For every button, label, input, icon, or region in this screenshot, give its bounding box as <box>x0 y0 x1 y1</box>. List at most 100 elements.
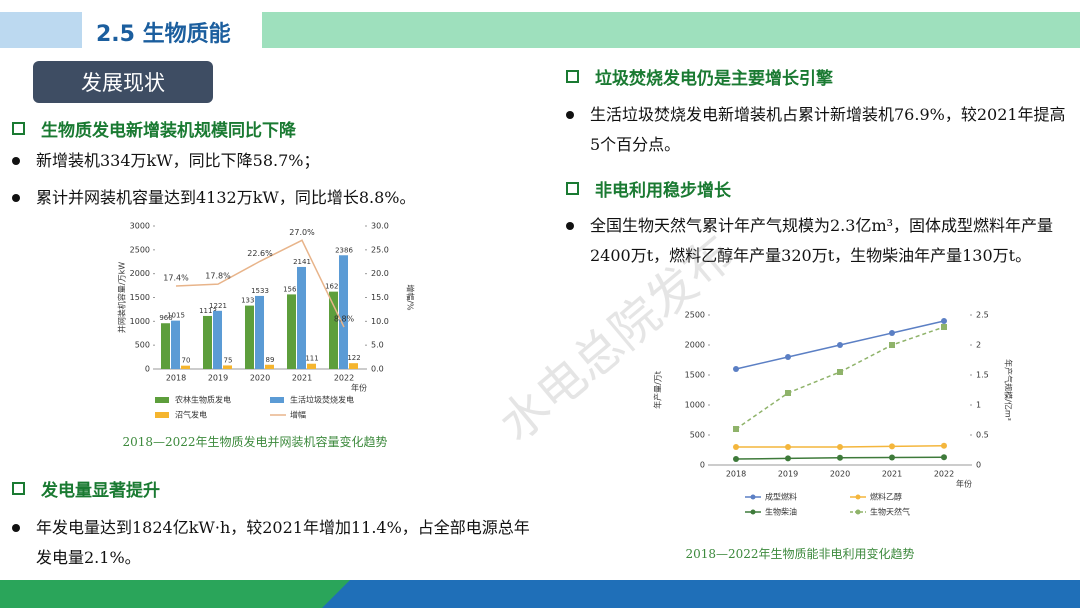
legend-swatch <box>155 397 169 403</box>
series-line <box>175 239 345 328</box>
bar <box>181 365 190 369</box>
y2-tick-label: 0 <box>976 461 981 470</box>
y2-tick-label: 25.0 <box>371 245 389 254</box>
bullet-text: 年发电量达到1824亿kW·h，较2021年增加11.4%，占全部电源总年发电量… <box>36 518 530 567</box>
marker <box>941 324 947 330</box>
legend-swatch <box>155 412 169 418</box>
x-axis-label: 年份 <box>351 383 367 393</box>
marker <box>889 330 895 336</box>
legend-swatch <box>270 397 284 403</box>
bar <box>255 295 264 369</box>
marker <box>889 342 895 348</box>
y-tick-label: 2000 <box>130 269 150 278</box>
marker <box>837 342 843 348</box>
bar <box>265 364 274 369</box>
bullet-text: 新增装机334万kW，同比下降58.7%； <box>36 151 320 170</box>
bullet-text: 累计并网装机容量达到4132万kW，同比增长8.8%。 <box>36 188 416 207</box>
y-tick-label: 2500 <box>685 311 705 320</box>
marker <box>941 318 947 324</box>
legend-label: 生活垃圾焚烧发电 <box>290 395 354 405</box>
x-tick-label: 2022 <box>934 470 954 479</box>
marker <box>837 454 843 461</box>
y-tick-label: 0 <box>145 365 150 374</box>
data-label: 1565 <box>283 285 301 293</box>
data-label: 17.4% <box>163 274 189 283</box>
data-label: 1221 <box>209 302 227 310</box>
legend-label: 生物柴油 <box>765 507 797 517</box>
x-axis-label: 年份 <box>956 479 972 489</box>
heading-text: 生物质发电新增装机规模同比下降 <box>41 121 296 141</box>
header-title: 2.5 生物质能 <box>96 22 231 47</box>
y-tick-label: 500 <box>690 431 705 440</box>
y-tick-label: 1500 <box>130 293 150 302</box>
marker <box>733 366 739 372</box>
data-label: 1113 <box>199 307 217 315</box>
y-tick-label: 2000 <box>685 341 705 350</box>
bullet-text: 全国生物天然气累计年产气规模为2.3亿m³，固体成型燃料年产量2400万t，燃料… <box>590 216 1054 265</box>
header-band <box>262 12 1080 48</box>
data-label: 8.8% <box>334 315 355 324</box>
bar <box>203 315 212 369</box>
y2-tick-label: 1.5 <box>976 371 989 380</box>
marker <box>941 454 947 461</box>
data-label: 70 <box>182 357 191 365</box>
chart-non-power-use: 0 500 1000 1500 2000 2500 0 0.5 1 1.5 2 2.5 年产量/万t 年产… <box>653 311 1014 517</box>
bar <box>339 255 348 369</box>
header-block <box>0 12 82 48</box>
legend-label: 农林生物质发电 <box>175 395 231 405</box>
y-axis-label: 并网装机容量/万kW <box>117 262 127 333</box>
y2-tick-label: 20.0 <box>371 269 389 278</box>
bar <box>307 363 316 369</box>
marker <box>941 442 947 449</box>
bullet: 新增装机334万kW，同比下降58.7%； <box>8 146 528 176</box>
legend-label: 沼气发电 <box>175 410 207 420</box>
marker <box>785 444 791 450</box>
data-label: 1015 <box>167 312 185 320</box>
marker <box>733 444 739 450</box>
data-label: 2386 <box>335 246 353 254</box>
data-label: 111 <box>305 355 318 363</box>
marker <box>733 426 739 432</box>
legend-marker <box>750 494 756 500</box>
data-label: 1330 <box>241 297 259 305</box>
y2-tick-label: 0.0 <box>371 365 384 374</box>
chart-installed-capacity: 0 500 1000 1500 2000 2500 3000 0.0 5.0 10.0 15.0 20… <box>117 222 416 420</box>
x-tick-label: 2021 <box>882 470 902 479</box>
bar <box>329 291 338 369</box>
bullet: 年发电量达到1824亿kW·h，较2021年增加11.4%，占全部电源总年发电量… <box>8 513 538 573</box>
data-label: 2141 <box>293 258 311 266</box>
y-tick-label: 1000 <box>130 317 150 326</box>
y-tick-label: 0 <box>700 461 705 470</box>
y2-tick-label: 10.0 <box>371 317 389 326</box>
legend-marker <box>855 509 861 515</box>
bar <box>223 365 232 369</box>
data-label: 17.8% <box>205 272 231 281</box>
x-tick-label: 2021 <box>292 374 312 383</box>
data-label: 27.0% <box>289 228 315 237</box>
marker <box>785 390 791 396</box>
x-tick-label: 2019 <box>208 374 228 383</box>
y-axis-label: 年产量/万t <box>653 371 663 409</box>
section-heading: 非电利用稳步增长 <box>566 176 731 201</box>
y-tick-label: 2500 <box>130 245 150 254</box>
bar <box>213 310 222 369</box>
heading-text: 发电量显著提升 <box>41 481 160 501</box>
chart-caption: 2018—2022年生物质发电并网装机容量变化趋势 <box>122 435 388 449</box>
y2-axis-label: 年产气规模/亿m³ <box>1004 359 1014 421</box>
x-tick-label: 2020 <box>830 470 850 479</box>
y2-tick-label: 30.0 <box>371 222 389 231</box>
y-tick-label: 1000 <box>685 401 705 410</box>
x-tick-label: 2018 <box>166 374 186 383</box>
y2-tick-label: 15.0 <box>371 293 389 302</box>
y2-tick-label: 5.0 <box>371 341 384 350</box>
section-heading: 生物质发电新增装机规模同比下降 <box>12 116 296 141</box>
bar <box>171 320 180 369</box>
bar <box>297 266 306 369</box>
marker <box>889 443 895 450</box>
section-heading: 垃圾焚烧发电仍是主要增长引擎 <box>566 64 833 89</box>
y2-tick-label: 2 <box>976 341 981 350</box>
y2-axis-label: 增幅/% <box>406 284 416 311</box>
bullet-text: 生活垃圾焚烧发电新增装机占累计新增装机76.9%，较2021年提高5个百分点。 <box>590 105 1066 154</box>
marker <box>889 454 895 461</box>
